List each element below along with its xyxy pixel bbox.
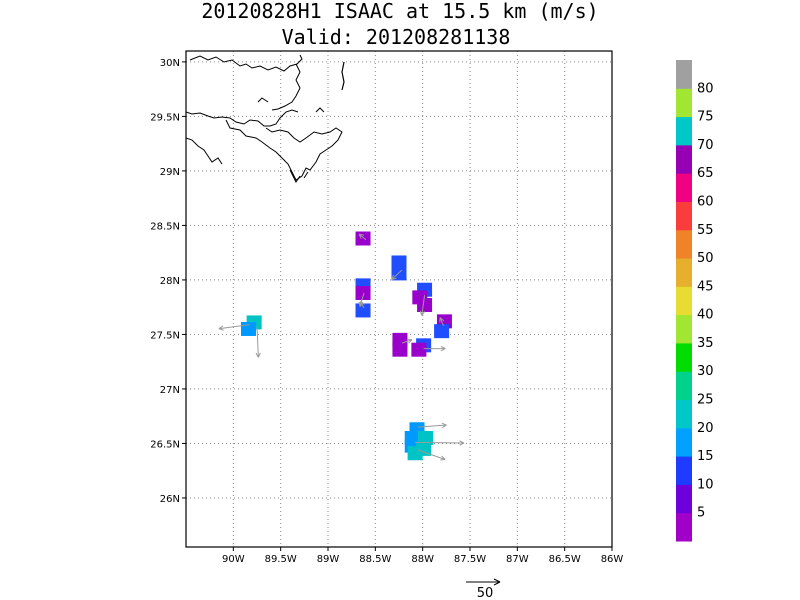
wind-vector (358, 233, 367, 240)
x-tick-label: 87.5W (454, 554, 486, 565)
colorbar: 5 10 15 20 25 30 35 40 45 50 55 60 65 70 75 80 (676, 60, 714, 542)
colorbar-label: 40 (697, 308, 714, 323)
y-tick-label: 27N (160, 385, 180, 396)
colorbar-label: 30 (697, 364, 714, 379)
x-tick-label: 89W (317, 554, 340, 565)
x-tick-label: 88.5W (359, 554, 391, 565)
y-tick-label: 28N (160, 276, 180, 287)
wind-cell (391, 255, 407, 270)
wind-cell (240, 321, 256, 336)
wind-vector (417, 422, 447, 428)
reference-vector-label: 50 (477, 586, 494, 600)
colorbar-segment (676, 258, 692, 287)
wind-vector (218, 324, 250, 331)
x-tick-label: 86W (601, 554, 624, 565)
colorbar-label: 55 (697, 223, 714, 238)
colorbar-label: 15 (697, 449, 714, 464)
wind-cell (417, 297, 433, 312)
chart-title-line1: 20120828H1 ISAAC at 15.5 km (m/s) (201, 0, 599, 23)
wind-vector (401, 338, 413, 344)
colorbar-label: 60 (697, 194, 714, 209)
x-tick-label: 90W (222, 554, 245, 565)
colorbar-label: 50 (697, 251, 714, 266)
colorbar-label: 75 (697, 110, 714, 125)
wind-vector (417, 449, 446, 461)
x-tick-label: 87W (506, 554, 529, 565)
colorbar-segment (676, 144, 692, 174)
colorbar-label: 45 (697, 279, 714, 294)
colorbar-label: 70 (697, 138, 714, 153)
wind-vector (360, 301, 365, 309)
x-tick-label: 86.5W (549, 554, 581, 565)
wind-cell (392, 342, 408, 357)
wind-vector (423, 345, 446, 352)
lat-lon-grid (186, 51, 613, 547)
colorbar-segment (676, 314, 692, 344)
y-tick-label: 29N (160, 167, 180, 178)
colorbar-segment (676, 512, 692, 542)
y-tick-label: 29.5N (150, 112, 180, 123)
wind-cell (355, 303, 371, 318)
wind-cell (355, 286, 371, 301)
y-tick-label: 26N (160, 494, 180, 505)
wind-cell (418, 430, 434, 445)
colorbar-segment (676, 484, 692, 514)
colorbar-label: 20 (697, 421, 714, 436)
colorbar-segment (676, 60, 692, 89)
colorbar-segment (676, 88, 692, 118)
y-tick-label: 30N (160, 58, 180, 69)
y-tick-label: 27.5N (150, 330, 180, 341)
wind-vector (391, 269, 403, 281)
colorbar-segment (676, 229, 692, 259)
wind-cell (434, 324, 450, 339)
colorbar-segment (676, 427, 692, 457)
y-tick-label: 28.5N (150, 221, 180, 232)
wind-vector (439, 317, 445, 326)
map-frame (185, 50, 613, 548)
wind-cells (240, 231, 452, 461)
colorbar-segment (676, 286, 692, 316)
wind-cell (411, 342, 427, 357)
wind-vector (415, 440, 465, 446)
reference-vector: 50 (466, 578, 501, 600)
coastline (186, 54, 345, 183)
colorbar-label: 65 (697, 166, 714, 181)
axis-ticks: 90W 89.5W 89W 88.5W 88W 87.5W 87W 86.5W 86W 26N 26… (150, 58, 623, 565)
x-tick-label: 89.5W (265, 554, 297, 565)
colorbar-segment (676, 456, 692, 485)
colorbar-segment (676, 173, 692, 202)
chart-title-line2: Valid: 201208281138 (281, 25, 511, 49)
colorbar-label: 5 (697, 506, 705, 521)
colorbar-segment (676, 399, 692, 429)
wind-vectors (218, 233, 465, 461)
colorbar-segment (676, 342, 692, 372)
wind-cell (355, 231, 371, 246)
colorbar-segment (676, 116, 692, 146)
wind-vector (419, 295, 426, 316)
colorbar-segment (676, 371, 692, 401)
colorbar-label: 10 (697, 477, 714, 492)
colorbar-label: 35 (697, 336, 714, 351)
colorbar-segment (676, 201, 692, 231)
colorbar-label: 25 (697, 393, 714, 408)
colorbar-label: 80 (697, 81, 714, 96)
x-tick-label: 88W (411, 554, 434, 565)
y-tick-label: 26.5N (150, 439, 180, 450)
wind-vector (255, 326, 261, 358)
wind-cell (416, 441, 432, 456)
